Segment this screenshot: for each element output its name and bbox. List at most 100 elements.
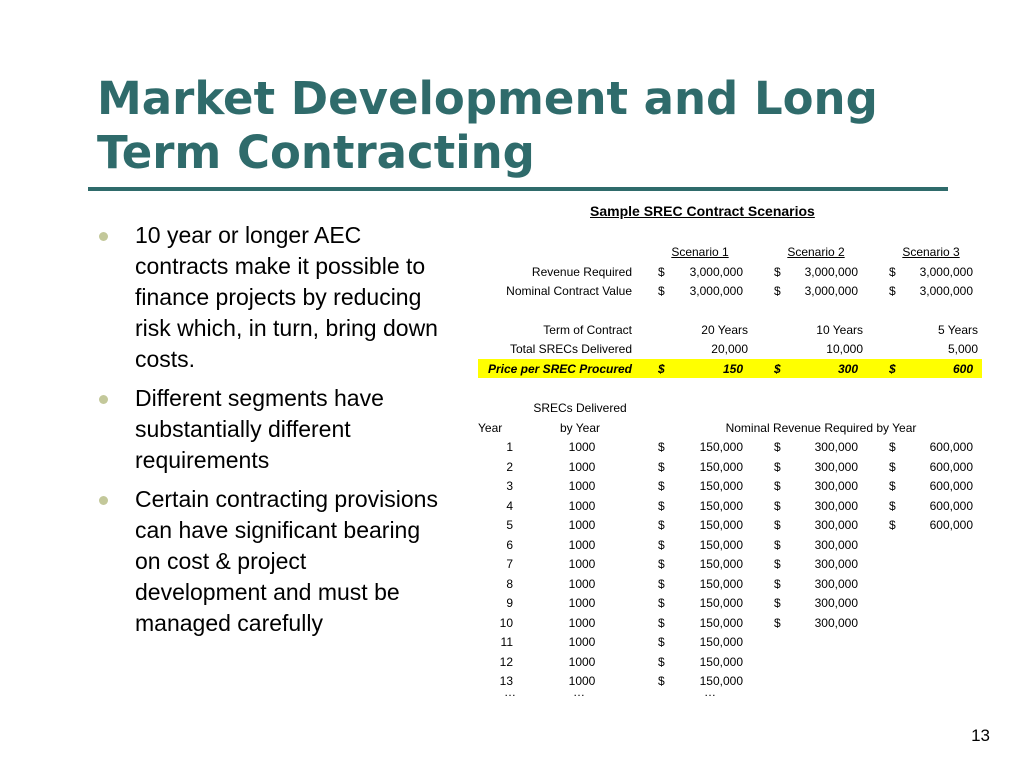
revenue-cell: 150,000 [699, 576, 743, 591]
summary-value: 5 Years [937, 323, 978, 337]
revenue-cell: 150,000 [699, 635, 743, 649]
bullet-dot-icon [99, 232, 108, 241]
page-number: 13 [971, 726, 990, 745]
currency-symbol: $ [658, 284, 665, 298]
currency-symbol: $ [658, 362, 665, 376]
revenue-cell: 150,000 [699, 615, 743, 630]
summary-value: 600 [952, 362, 973, 376]
currency-symbol: $ [658, 576, 665, 591]
revenue-cell: 150,000 [699, 440, 743, 454]
revenue-cell: 300,000 [814, 576, 858, 591]
year-cell: 13 [499, 674, 513, 688]
year-cell: 12 [499, 654, 513, 669]
revenue-cell: 150,000 [699, 518, 743, 532]
year-cell: 8 [506, 576, 513, 591]
revenue-cell: 600,000 [929, 459, 973, 474]
currency-symbol: $ [658, 615, 665, 630]
currency-symbol: $ [658, 654, 665, 669]
scenario-header: Scenario 1 [671, 245, 729, 259]
currency-symbol: $ [658, 459, 665, 474]
year-cell: 10 [499, 615, 513, 630]
bullet-item: Certain contracting provisions can have … [98, 484, 443, 639]
summary-value: 10 Years [816, 323, 863, 337]
currency-symbol: $ [658, 498, 665, 513]
currency-symbol: $ [889, 440, 896, 454]
currency-symbol: $ [774, 557, 781, 571]
currency-symbol: $ [658, 479, 665, 493]
summary-value: 20 Years [701, 323, 748, 337]
revenue-cell: 300,000 [814, 557, 858, 571]
summary-value: 10,000 [826, 342, 863, 356]
currency-symbol: $ [774, 440, 781, 454]
currency-symbol: $ [774, 284, 781, 298]
summary-value: 3,000,000 [919, 284, 973, 298]
srecs-cell: 1000 [568, 557, 596, 571]
currency-symbol: $ [658, 440, 665, 454]
year-cell: 9 [506, 596, 513, 610]
currency-symbol: $ [658, 265, 665, 279]
revenue-cell: 600,000 [929, 518, 973, 532]
continuation-ellipsis: … [504, 685, 516, 699]
summary-row-label: Revenue Required [531, 265, 632, 279]
currency-symbol: $ [658, 557, 665, 571]
revenue-cell: 150,000 [699, 596, 743, 610]
summary-value: 3,000,000 [689, 265, 743, 279]
srecs-header: SRECs Delivered [533, 401, 627, 415]
currency-symbol: $ [774, 518, 781, 532]
revenue-cell: 150,000 [699, 557, 743, 571]
bullet-list: 10 year or longer AEC contracts make it … [98, 220, 443, 647]
year-cell: 4 [506, 498, 513, 513]
currency-symbol: $ [774, 498, 781, 513]
revenue-cell: 300,000 [814, 615, 858, 630]
currency-symbol: $ [774, 576, 781, 591]
currency-symbol: $ [889, 362, 896, 376]
bullet-text: Different segments have substantially di… [135, 385, 384, 473]
year-cell: 5 [506, 518, 513, 532]
title-divider [88, 187, 948, 191]
revenue-cell: 150,000 [699, 459, 743, 474]
srecs-cell: 1000 [568, 576, 596, 591]
bullet-text: 10 year or longer AEC contracts make it … [135, 222, 438, 372]
srecs-cell: 1000 [568, 537, 596, 552]
srecs-cell: 1000 [568, 596, 596, 610]
continuation-ellipsis: … [704, 685, 716, 699]
summary-value: 150 [722, 362, 743, 376]
summary-value: 5,000 [947, 342, 978, 356]
continuation-ellipsis: … [573, 685, 585, 699]
revenue-cell: 300,000 [814, 498, 858, 513]
revenue-cell: 300,000 [814, 518, 858, 532]
revenue-cell: 150,000 [699, 674, 743, 688]
currency-symbol: $ [774, 265, 781, 279]
scenario-header: Scenario 2 [787, 245, 845, 259]
srecs-cell: 1000 [568, 635, 596, 649]
revenue-cell: 150,000 [699, 537, 743, 552]
currency-symbol: $ [889, 459, 896, 474]
year-cell: 1 [506, 440, 513, 454]
slide-title: Market Development and Long Term Contrac… [97, 72, 878, 179]
table-title: Sample SREC Contract Scenarios [590, 203, 815, 219]
year-cell: 11 [500, 635, 513, 649]
srecs-cell: 1000 [568, 479, 596, 493]
summary-value: 20,000 [711, 342, 748, 356]
srecs-cell: 1000 [568, 518, 596, 532]
currency-symbol: $ [889, 518, 896, 532]
srecs-header: by Year [559, 421, 601, 435]
summary-row-label: Nominal Contract Value [506, 284, 632, 298]
revenue-cell: 150,000 [699, 498, 743, 513]
revenue-cell: 300,000 [814, 479, 858, 493]
bullet-item: Different segments have substantially di… [98, 383, 443, 476]
currency-symbol: $ [658, 674, 665, 688]
year-cell: 3 [506, 479, 513, 493]
summary-row-label: Price per SREC Procured [487, 362, 632, 376]
currency-symbol: $ [774, 537, 781, 552]
srecs-cell: 1000 [568, 498, 596, 513]
nominal-revenue-header: Nominal Revenue Required by Year [725, 421, 917, 435]
revenue-cell: 600,000 [929, 440, 973, 454]
srecs-cell: 1000 [568, 674, 596, 688]
bullet-item: 10 year or longer AEC contracts make it … [98, 220, 443, 375]
summary-value: 3,000,000 [804, 284, 858, 298]
currency-symbol: $ [889, 498, 896, 513]
summary-value: 3,000,000 [804, 265, 858, 279]
revenue-cell: 600,000 [929, 479, 973, 493]
revenue-cell: 300,000 [814, 537, 858, 552]
